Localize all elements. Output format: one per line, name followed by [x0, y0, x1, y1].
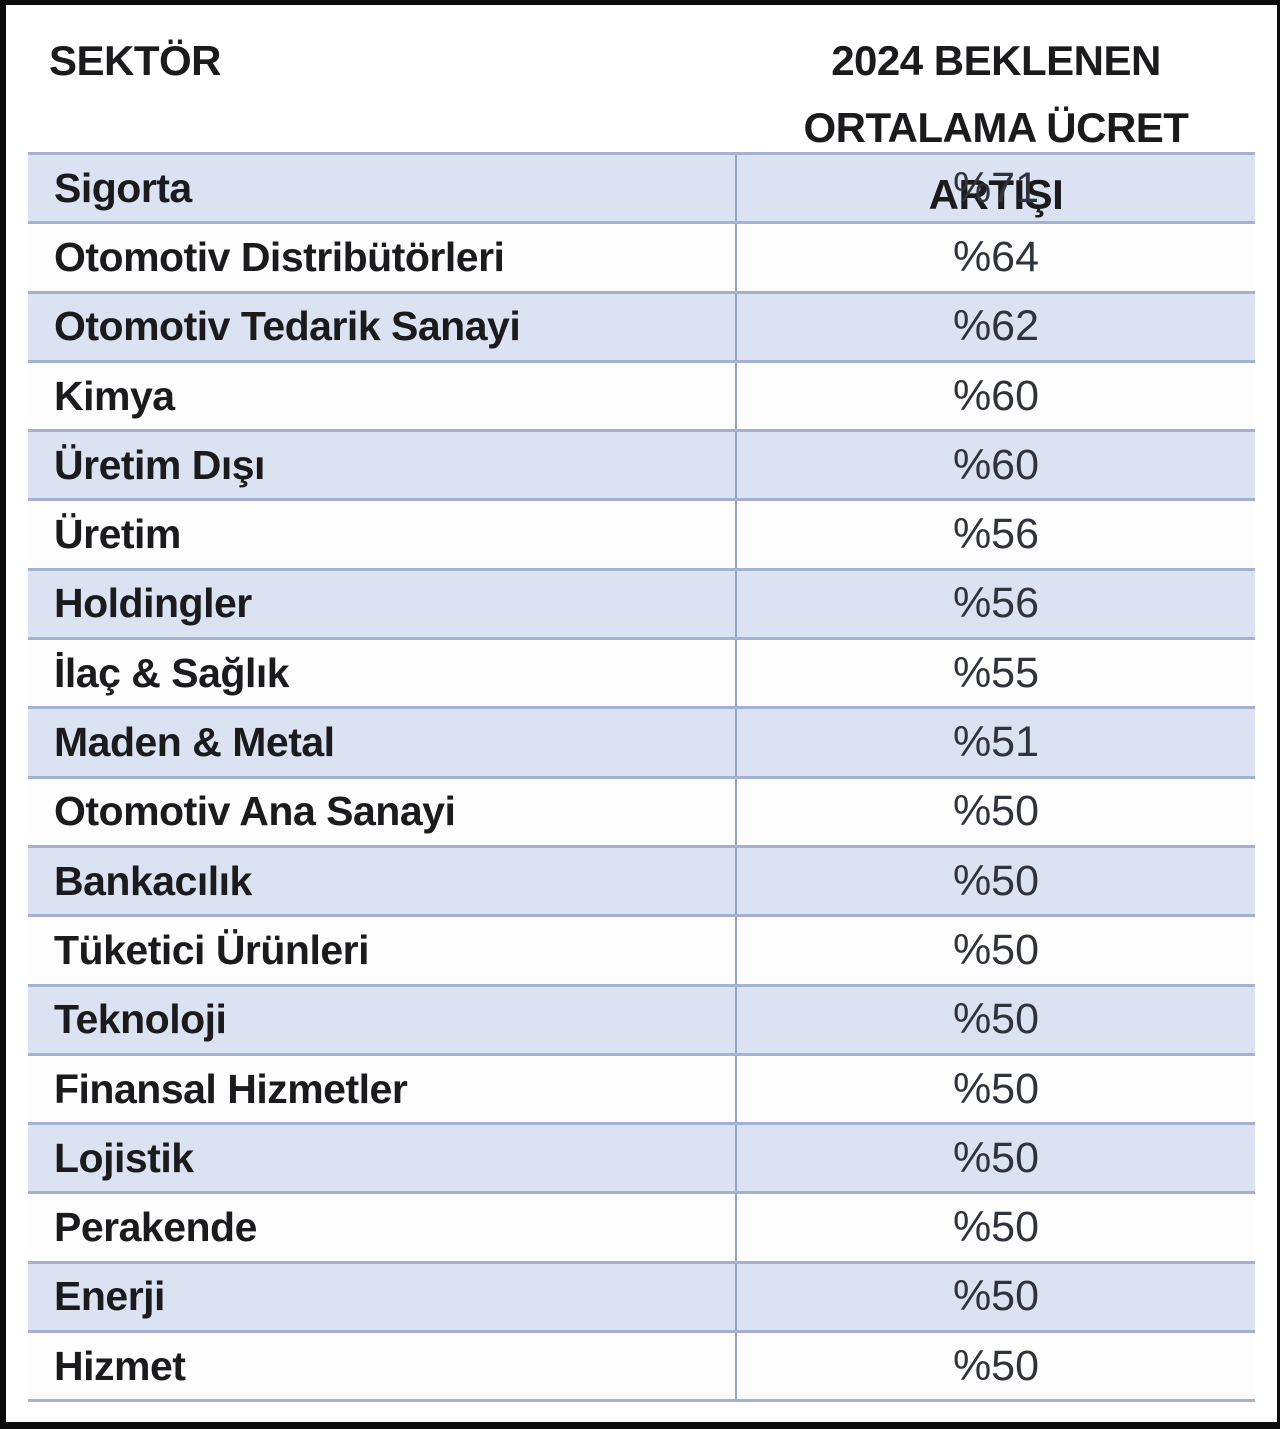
sector-cell: Sigorta: [28, 155, 737, 222]
table-row: Lojistik %50: [28, 1125, 1255, 1195]
table-row: Üretim %56: [28, 501, 1255, 571]
value-cell: %56: [952, 510, 1040, 559]
value-cell: %55: [952, 648, 1040, 697]
value-cell: %50: [952, 1203, 1040, 1252]
header-value-label-line1: 2024 BEKLENEN: [831, 37, 1161, 84]
table-row: Finansal Hizmetler %50: [28, 1055, 1255, 1126]
value-cell: %62: [952, 302, 1040, 351]
sector-cell: Otomotiv Tedarik Sanayi: [28, 293, 737, 360]
table-row: Sigorta %71: [28, 155, 1255, 225]
table-row: Üretim Dışı %60: [28, 432, 1255, 502]
value-cell: %50: [952, 1133, 1040, 1182]
table-row: Enerji %50: [28, 1263, 1255, 1334]
value-cell: %64: [952, 232, 1040, 281]
table-row: Teknoloji %50: [28, 986, 1255, 1056]
sector-table: Sigorta %71 Otomotiv Distribütörleri %64 Oto…: [28, 152, 1255, 1403]
value-cell: %50: [952, 856, 1040, 905]
header-cell-value: 2024 BEKLENEN ORTALAMA ÜCRET ARTIŞI: [737, 5, 1255, 228]
table-row: Hizmet %50: [28, 1333, 1255, 1403]
value-cell: %71: [952, 163, 1040, 212]
value-cell: %60: [952, 371, 1040, 420]
value-cell: %50: [952, 1064, 1040, 1113]
sector-cell: Lojistik: [28, 1125, 737, 1192]
sector-cell: Maden & Metal: [28, 709, 737, 776]
sector-cell: İlaç & Sağlık: [28, 640, 737, 707]
sector-cell: Otomotiv Ana Sanayi: [28, 778, 737, 845]
header-value-label-line2: ORTALAMA ÜCRET ARTIŞI: [803, 104, 1189, 218]
sector-cell: Kimya: [28, 362, 737, 430]
table-row: İlaç & Sağlık %55: [28, 640, 1255, 710]
header-sector-label: SEKTÖR: [49, 37, 222, 84]
value-cell: %50: [952, 787, 1040, 836]
sector-cell: Tüketici Ürünleri: [28, 917, 737, 984]
value-cell: %60: [952, 440, 1040, 489]
table-row: Otomotiv Distribütörleri %64: [28, 224, 1255, 294]
table-row: Tüketici Ürünleri %50: [28, 917, 1255, 987]
value-cell: %50: [952, 1341, 1040, 1390]
table-row: Holdingler %56: [28, 570, 1255, 641]
sector-cell: Finansal Hizmetler: [28, 1055, 737, 1123]
value-cell: %50: [952, 995, 1040, 1044]
sector-cell: Üretim: [28, 501, 737, 568]
sector-cell: Enerji: [28, 1263, 737, 1331]
table-header: SEKTÖR 2024 BEKLENEN ORTALAMA ÜCRET ARTI…: [28, 5, 1255, 218]
sector-cell: Teknoloji: [28, 986, 737, 1053]
table-row: Otomotiv Ana Sanayi %50: [28, 778, 1255, 848]
table-row: Otomotiv Tedarik Sanayi %62: [28, 293, 1255, 363]
sector-cell: Perakende: [28, 1194, 737, 1261]
sector-cell: Üretim Dışı: [28, 432, 737, 499]
sector-cell: Otomotiv Distribütörleri: [28, 224, 737, 291]
table-row: Perakende %50: [28, 1194, 1255, 1264]
header-cell-sector: SEKTÖR: [28, 5, 737, 94]
value-cell: %51: [952, 718, 1040, 767]
table-row: Kimya %60: [28, 362, 1255, 433]
sector-cell: Bankacılık: [28, 847, 737, 915]
table-row: Bankacılık %50: [28, 847, 1255, 918]
value-cell: %50: [952, 925, 1040, 974]
table-row: Maden & Metal %51: [28, 709, 1255, 779]
sector-cell: Holdingler: [28, 570, 737, 638]
value-cell: %50: [952, 1272, 1040, 1321]
value-cell: %56: [952, 579, 1040, 628]
sector-cell: Hizmet: [28, 1333, 737, 1400]
